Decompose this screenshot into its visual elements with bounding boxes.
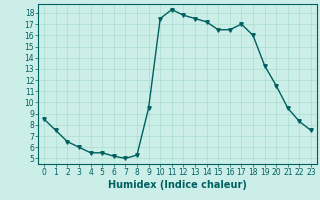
- X-axis label: Humidex (Indice chaleur): Humidex (Indice chaleur): [108, 180, 247, 190]
